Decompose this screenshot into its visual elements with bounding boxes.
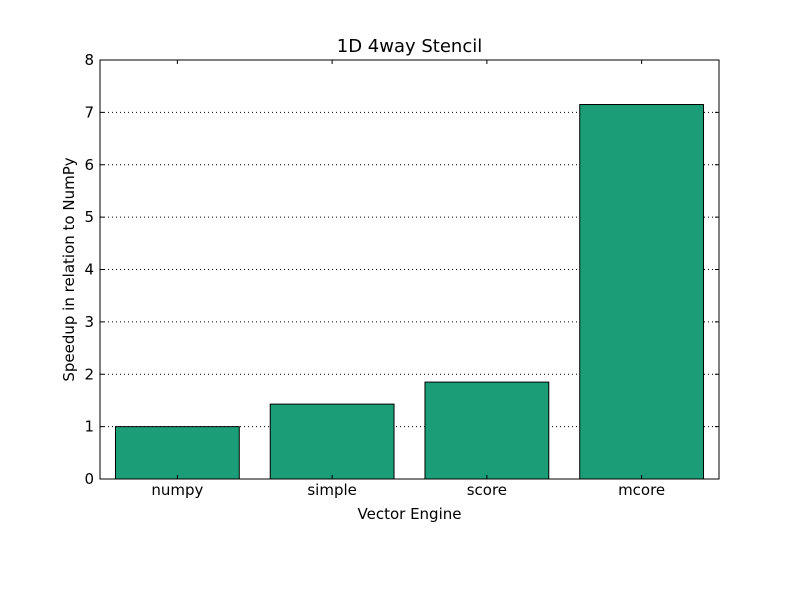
labels-layer: 0 1 2 3 4 5 6 7 8 numpy simple score mcore	[84, 51, 665, 499]
y-tick-label: 6	[84, 156, 94, 174]
y-tick-label: 4	[84, 261, 94, 279]
y-tick-label: 5	[84, 208, 94, 226]
bar-mcore	[579, 104, 705, 480]
x-axis-label: Vector Engine	[358, 505, 462, 523]
bar-simple	[269, 403, 395, 480]
x-tick-label: mcore	[618, 481, 665, 499]
chart-title: 1D 4way Stencil	[337, 36, 482, 57]
bar-score	[424, 381, 550, 480]
bar-numpy	[114, 426, 240, 480]
bars-layer	[114, 104, 705, 480]
x-tick-label: numpy	[151, 481, 203, 499]
y-tick-label: 3	[84, 313, 94, 331]
y-tick-label: 0	[84, 470, 94, 488]
y-tick-label: 8	[84, 51, 94, 69]
x-tick-label: score	[467, 481, 507, 499]
y-tick-label: 7	[84, 103, 94, 121]
ticks-layer	[100, 59, 719, 480]
y-tick-label: 1	[84, 418, 94, 436]
y-axis-label: Speedup in relation to NumPy	[60, 157, 78, 381]
x-tick-label: simple	[307, 481, 357, 499]
y-tick-label: 2	[84, 365, 94, 383]
